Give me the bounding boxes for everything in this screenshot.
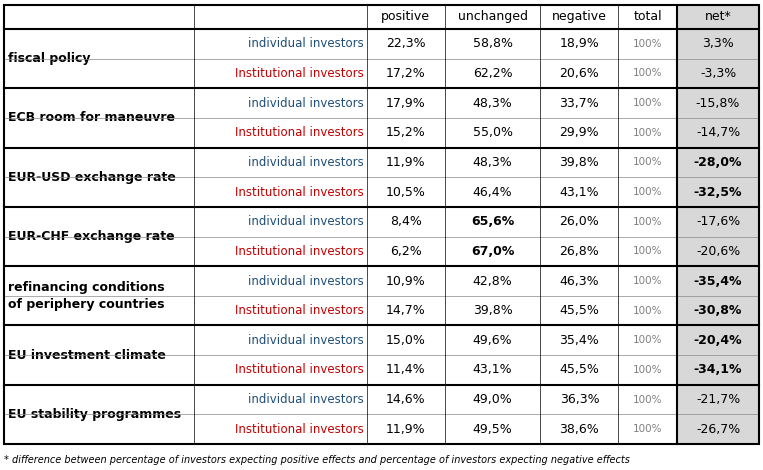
Text: 45,5%: 45,5% bbox=[559, 363, 600, 376]
Text: fiscal policy: fiscal policy bbox=[8, 52, 91, 65]
Text: 14,6%: 14,6% bbox=[386, 393, 426, 406]
Text: 100%: 100% bbox=[633, 39, 662, 49]
Text: 43,1%: 43,1% bbox=[559, 186, 599, 198]
Text: EU investment climate: EU investment climate bbox=[8, 349, 166, 361]
Text: net*: net* bbox=[705, 10, 732, 24]
Text: 39,8%: 39,8% bbox=[473, 304, 513, 317]
Text: individual investors: individual investors bbox=[248, 215, 364, 228]
Text: -3,3%: -3,3% bbox=[700, 67, 736, 80]
Text: 14,7%: 14,7% bbox=[386, 304, 426, 317]
Text: Institutional investors: Institutional investors bbox=[235, 423, 364, 436]
Text: individual investors: individual investors bbox=[248, 156, 364, 169]
Text: ECB room for maneuvre: ECB room for maneuvre bbox=[8, 111, 175, 125]
Text: -28,0%: -28,0% bbox=[694, 156, 742, 169]
Text: 11,9%: 11,9% bbox=[386, 156, 426, 169]
Text: 17,9%: 17,9% bbox=[386, 96, 426, 110]
Text: 3,3%: 3,3% bbox=[702, 37, 734, 50]
Text: * difference between percentage of investors expecting positive effects and perc: * difference between percentage of inves… bbox=[4, 454, 629, 465]
Text: 100%: 100% bbox=[633, 217, 662, 227]
Text: 36,3%: 36,3% bbox=[559, 393, 599, 406]
Text: 100%: 100% bbox=[633, 246, 662, 256]
Text: -20,4%: -20,4% bbox=[694, 334, 742, 347]
Text: 46,4%: 46,4% bbox=[473, 186, 513, 198]
Text: 20,6%: 20,6% bbox=[559, 67, 599, 80]
Text: 10,5%: 10,5% bbox=[386, 186, 426, 198]
Text: 100%: 100% bbox=[633, 335, 662, 345]
Text: -30,8%: -30,8% bbox=[694, 304, 742, 317]
Text: 33,7%: 33,7% bbox=[559, 96, 599, 110]
Text: EUR-CHF exchange rate: EUR-CHF exchange rate bbox=[8, 230, 175, 243]
Text: 48,3%: 48,3% bbox=[473, 156, 513, 169]
Text: 11,4%: 11,4% bbox=[386, 363, 426, 376]
Text: 100%: 100% bbox=[633, 187, 662, 197]
Text: individual investors: individual investors bbox=[248, 334, 364, 347]
Text: 42,8%: 42,8% bbox=[473, 274, 513, 288]
Text: EUR-USD exchange rate: EUR-USD exchange rate bbox=[8, 171, 176, 184]
Text: 6,2%: 6,2% bbox=[390, 245, 422, 258]
Text: -21,7%: -21,7% bbox=[696, 393, 740, 406]
Text: 38,6%: 38,6% bbox=[559, 423, 599, 436]
Text: 11,9%: 11,9% bbox=[386, 423, 426, 436]
Text: 15,0%: 15,0% bbox=[386, 334, 426, 347]
Text: -20,6%: -20,6% bbox=[696, 245, 740, 258]
Text: EU stability programmes: EU stability programmes bbox=[8, 408, 182, 421]
Text: 100%: 100% bbox=[633, 98, 662, 108]
Text: 22,3%: 22,3% bbox=[386, 37, 426, 50]
Text: individual investors: individual investors bbox=[248, 393, 364, 406]
Text: -32,5%: -32,5% bbox=[694, 186, 742, 198]
Text: individual investors: individual investors bbox=[248, 96, 364, 110]
Text: total: total bbox=[633, 10, 662, 24]
Text: Institutional investors: Institutional investors bbox=[235, 363, 364, 376]
Bar bbox=[677, 5, 759, 444]
Text: -14,7%: -14,7% bbox=[696, 126, 740, 139]
Text: 100%: 100% bbox=[633, 365, 662, 375]
Text: Institutional investors: Institutional investors bbox=[235, 126, 364, 139]
Text: 100%: 100% bbox=[633, 128, 662, 138]
Text: 65,6%: 65,6% bbox=[471, 215, 514, 228]
Text: -26,7%: -26,7% bbox=[696, 423, 740, 436]
Text: 62,2%: 62,2% bbox=[473, 67, 513, 80]
Text: 48,3%: 48,3% bbox=[473, 96, 513, 110]
Text: 17,2%: 17,2% bbox=[386, 67, 426, 80]
Text: refinancing conditions: refinancing conditions bbox=[8, 281, 165, 294]
Text: individual investors: individual investors bbox=[248, 274, 364, 288]
Text: positive: positive bbox=[382, 10, 430, 24]
Text: 26,8%: 26,8% bbox=[559, 245, 599, 258]
Text: 100%: 100% bbox=[633, 306, 662, 316]
Text: 10,9%: 10,9% bbox=[386, 274, 426, 288]
Text: 46,3%: 46,3% bbox=[559, 274, 599, 288]
Text: 49,0%: 49,0% bbox=[473, 393, 513, 406]
Text: -15,8%: -15,8% bbox=[696, 96, 740, 110]
Text: individual investors: individual investors bbox=[248, 37, 364, 50]
Text: 100%: 100% bbox=[633, 395, 662, 405]
Text: 100%: 100% bbox=[633, 68, 662, 78]
Text: Institutional investors: Institutional investors bbox=[235, 67, 364, 80]
Text: 43,1%: 43,1% bbox=[473, 363, 513, 376]
Text: -17,6%: -17,6% bbox=[696, 215, 740, 228]
Text: unchanged: unchanged bbox=[458, 10, 528, 24]
Text: of periphery countries: of periphery countries bbox=[8, 298, 165, 311]
Text: 15,2%: 15,2% bbox=[386, 126, 426, 139]
Text: 18,9%: 18,9% bbox=[559, 37, 599, 50]
Text: 67,0%: 67,0% bbox=[471, 245, 514, 258]
Text: Institutional investors: Institutional investors bbox=[235, 186, 364, 198]
Text: 29,9%: 29,9% bbox=[559, 126, 599, 139]
Text: -34,1%: -34,1% bbox=[694, 363, 742, 376]
Text: 26,0%: 26,0% bbox=[559, 215, 599, 228]
Text: 35,4%: 35,4% bbox=[559, 334, 599, 347]
Text: 100%: 100% bbox=[633, 157, 662, 167]
Text: negative: negative bbox=[552, 10, 607, 24]
Text: 49,6%: 49,6% bbox=[473, 334, 513, 347]
Text: 49,5%: 49,5% bbox=[473, 423, 513, 436]
Text: 8,4%: 8,4% bbox=[390, 215, 422, 228]
Text: Institutional investors: Institutional investors bbox=[235, 304, 364, 317]
Text: 100%: 100% bbox=[633, 276, 662, 286]
Text: 100%: 100% bbox=[633, 424, 662, 434]
Text: 45,5%: 45,5% bbox=[559, 304, 600, 317]
Text: -35,4%: -35,4% bbox=[694, 274, 742, 288]
Text: 58,8%: 58,8% bbox=[472, 37, 513, 50]
Text: Institutional investors: Institutional investors bbox=[235, 245, 364, 258]
Text: 55,0%: 55,0% bbox=[472, 126, 513, 139]
Text: 39,8%: 39,8% bbox=[559, 156, 599, 169]
